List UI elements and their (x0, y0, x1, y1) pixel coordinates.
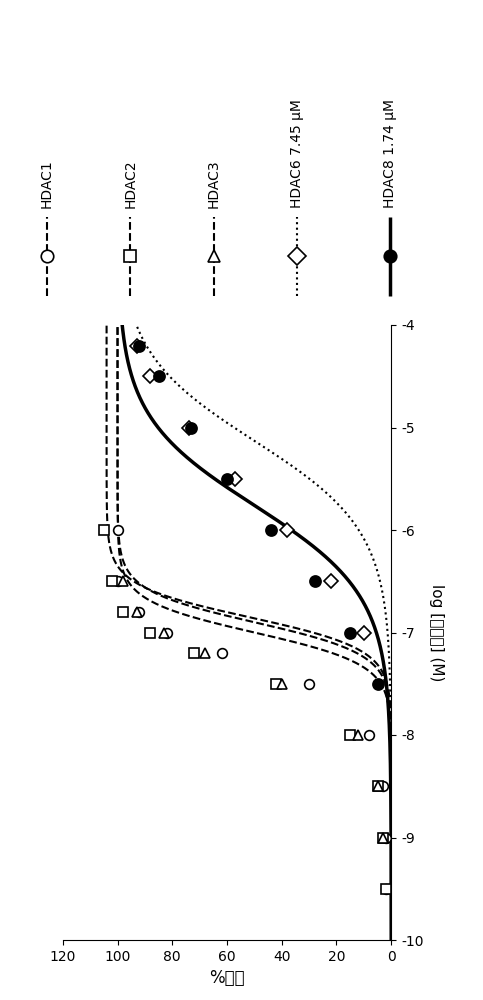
X-axis label: %抑制: %抑制 (209, 969, 245, 987)
Text: HDAC3: HDAC3 (207, 159, 221, 208)
Text: HDAC1: HDAC1 (40, 159, 54, 208)
Text: HDAC6 7.45 μM: HDAC6 7.45 μM (290, 99, 304, 208)
Y-axis label: log [化合物] (M): log [化合物] (M) (429, 584, 444, 681)
Text: HDAC8 1.74 μM: HDAC8 1.74 μM (383, 99, 397, 208)
Text: HDAC2: HDAC2 (123, 159, 137, 208)
